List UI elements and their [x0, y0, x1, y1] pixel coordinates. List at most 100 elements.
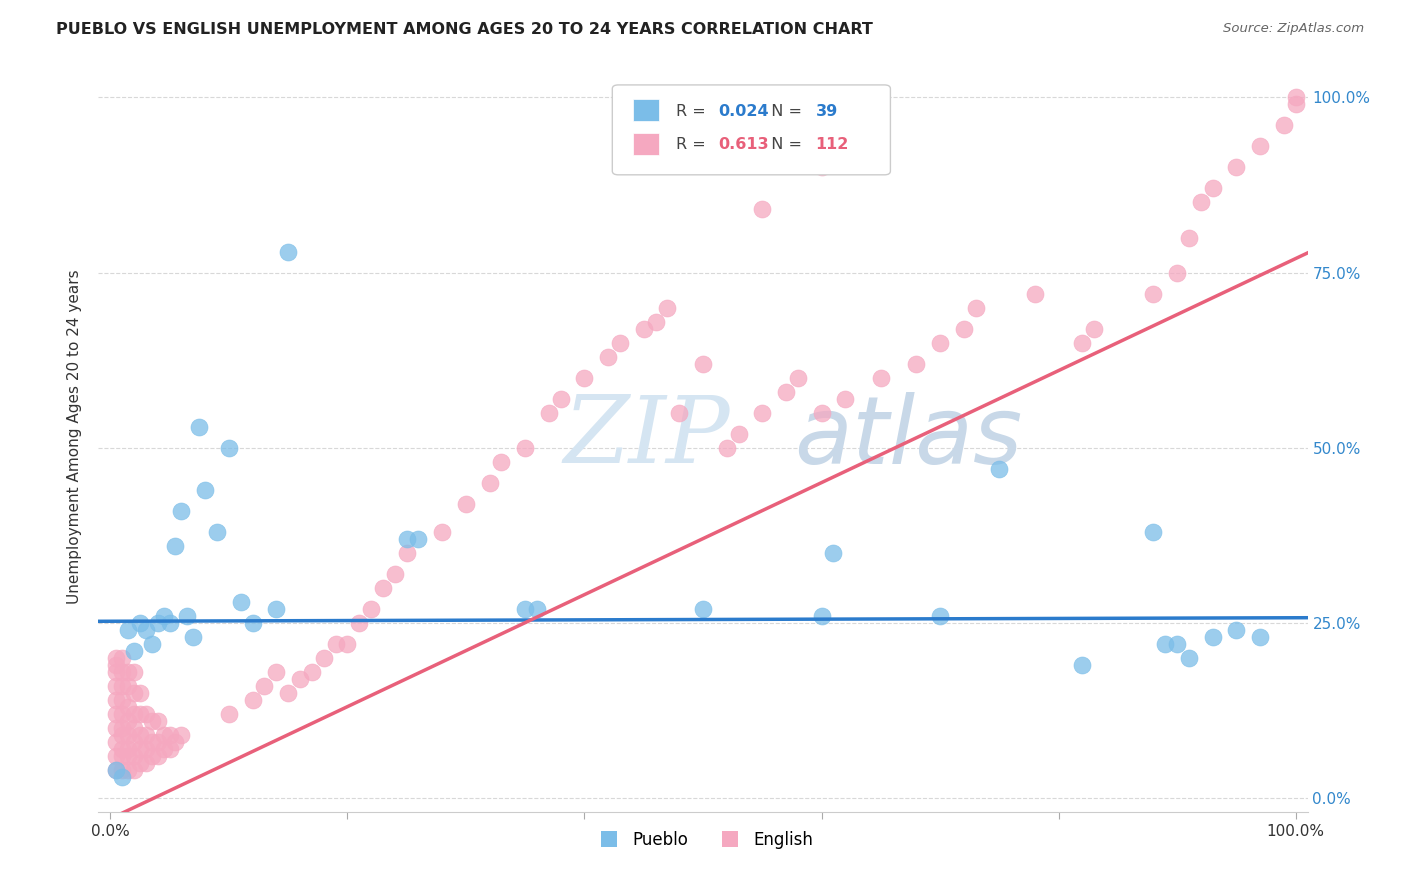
FancyBboxPatch shape [633, 133, 659, 154]
Point [146, 714, 169, 728]
Point [117, 741, 139, 756]
Point [408, 532, 430, 546]
Point [312, 650, 335, 665]
Point [869, 370, 891, 384]
Point [716, 441, 738, 455]
Text: 112: 112 [815, 137, 849, 153]
Point [537, 406, 560, 420]
Point [1154, 637, 1177, 651]
Point [1178, 230, 1201, 244]
Point [336, 637, 359, 651]
Point [727, 426, 749, 441]
Point [129, 756, 152, 770]
Point [105, 763, 128, 777]
Point [775, 384, 797, 399]
Point [159, 615, 181, 630]
Point [181, 630, 204, 644]
Point [1024, 286, 1046, 301]
Text: 0.613: 0.613 [718, 137, 769, 153]
Point [141, 714, 163, 728]
Point [117, 728, 139, 742]
Point [111, 679, 134, 693]
Point [288, 672, 311, 686]
Point [1249, 630, 1271, 644]
Point [633, 321, 655, 335]
Text: 0.024: 0.024 [718, 103, 769, 119]
Point [111, 741, 134, 756]
Point [988, 461, 1011, 475]
Point [1202, 630, 1225, 644]
Point [105, 706, 128, 721]
FancyBboxPatch shape [613, 85, 890, 175]
Point [170, 728, 193, 742]
Point [384, 566, 406, 581]
Text: atlas: atlas [793, 392, 1022, 483]
Point [146, 734, 169, 748]
Point [1071, 335, 1094, 350]
Point [135, 741, 157, 756]
Point [1071, 657, 1094, 672]
Point [111, 770, 134, 784]
Point [609, 335, 631, 350]
Point [188, 419, 211, 434]
Point [834, 392, 856, 406]
Point [122, 686, 145, 700]
Point [1142, 524, 1164, 539]
Point [135, 728, 157, 742]
Point [1285, 97, 1308, 112]
Point [1202, 181, 1225, 195]
Point [117, 714, 139, 728]
Point [152, 608, 174, 623]
Point [432, 524, 454, 539]
Point [325, 637, 347, 651]
Point [117, 665, 139, 679]
Point [146, 615, 169, 630]
Point [105, 692, 128, 706]
Legend: Pueblo, English: Pueblo, English [586, 824, 820, 855]
Point [117, 623, 139, 637]
Point [105, 763, 128, 777]
Point [526, 601, 548, 615]
Point [105, 748, 128, 763]
Point [165, 539, 187, 553]
Point [146, 748, 169, 763]
Point [122, 763, 145, 777]
Point [929, 335, 952, 350]
Point [692, 357, 714, 371]
Point [117, 763, 139, 777]
Point [1189, 195, 1212, 210]
Point [170, 503, 193, 517]
Point [598, 350, 620, 364]
Point [117, 679, 139, 693]
Point [277, 686, 299, 700]
Point [668, 406, 690, 420]
Text: PUEBLO VS ENGLISH UNEMPLOYMENT AMONG AGES 20 TO 24 YEARS CORRELATION CHART: PUEBLO VS ENGLISH UNEMPLOYMENT AMONG AGE… [56, 22, 873, 37]
Point [515, 601, 537, 615]
Point [111, 706, 134, 721]
Point [129, 615, 152, 630]
Point [117, 748, 139, 763]
Point [129, 686, 152, 700]
Text: ZIP: ZIP [564, 392, 731, 482]
Point [135, 623, 157, 637]
Point [111, 721, 134, 735]
Point [122, 643, 145, 657]
Point [786, 370, 808, 384]
Point [1142, 286, 1164, 301]
Text: R =: R = [676, 137, 711, 153]
FancyBboxPatch shape [633, 99, 659, 121]
Point [194, 483, 217, 497]
Point [823, 546, 845, 560]
Point [122, 748, 145, 763]
Point [159, 728, 181, 742]
Point [1083, 321, 1105, 335]
Point [122, 721, 145, 735]
Point [129, 741, 152, 756]
Point [574, 370, 596, 384]
Point [122, 706, 145, 721]
Point [111, 665, 134, 679]
Point [205, 524, 228, 539]
Point [105, 721, 128, 735]
Point [135, 756, 157, 770]
Point [478, 475, 501, 490]
